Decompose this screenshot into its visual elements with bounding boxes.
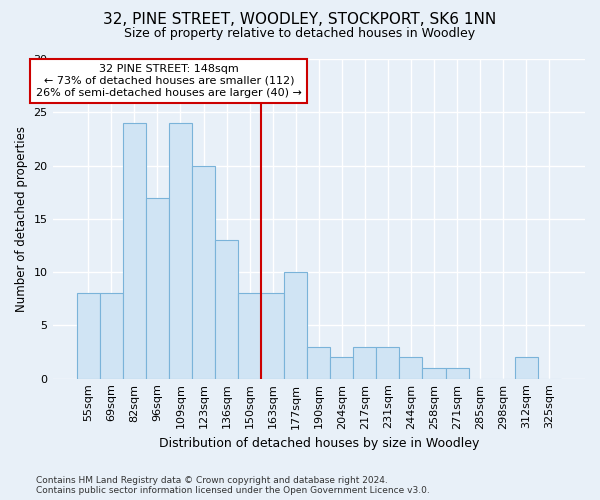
Bar	[353, 346, 376, 378]
Text: 32 PINE STREET: 148sqm
← 73% of detached houses are smaller (112)
26% of semi-de: 32 PINE STREET: 148sqm ← 73% of detached…	[36, 64, 302, 98]
Bar	[307, 346, 330, 378]
Bar	[261, 294, 284, 378]
Bar	[422, 368, 446, 378]
Bar	[238, 294, 261, 378]
Bar	[123, 123, 146, 378]
Bar	[446, 368, 469, 378]
Bar	[192, 166, 215, 378]
X-axis label: Distribution of detached houses by size in Woodley: Distribution of detached houses by size …	[158, 437, 479, 450]
Y-axis label: Number of detached properties: Number of detached properties	[15, 126, 28, 312]
Bar	[515, 358, 538, 378]
Bar	[146, 198, 169, 378]
Text: 32, PINE STREET, WOODLEY, STOCKPORT, SK6 1NN: 32, PINE STREET, WOODLEY, STOCKPORT, SK6…	[103, 12, 497, 28]
Text: Contains public sector information licensed under the Open Government Licence v3: Contains public sector information licen…	[36, 486, 430, 495]
Bar	[100, 294, 123, 378]
Bar	[376, 346, 400, 378]
Bar	[77, 294, 100, 378]
Bar	[330, 358, 353, 378]
Bar	[400, 358, 422, 378]
Bar	[284, 272, 307, 378]
Text: Contains HM Land Registry data © Crown copyright and database right 2024.: Contains HM Land Registry data © Crown c…	[36, 476, 388, 485]
Text: Size of property relative to detached houses in Woodley: Size of property relative to detached ho…	[124, 28, 476, 40]
Bar	[215, 240, 238, 378]
Bar	[169, 123, 192, 378]
